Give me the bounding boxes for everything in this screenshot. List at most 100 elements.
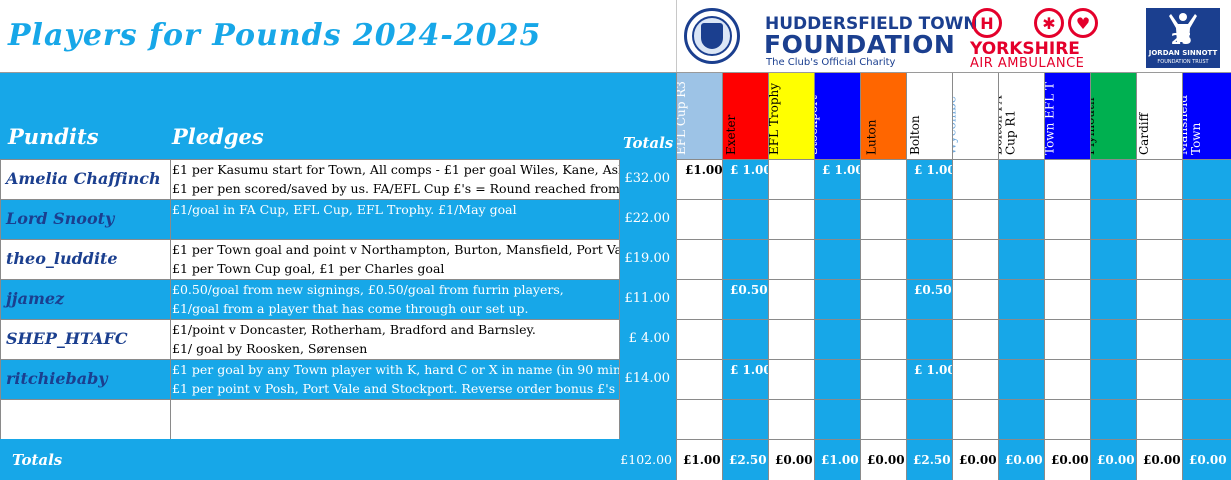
- column-divider: [722, 73, 723, 159]
- column-total-cell: £2.50: [906, 439, 952, 480]
- pledge-text: £1 per goal by any Town player with K, h…: [172, 360, 636, 398]
- column-total-value: £0.00: [867, 453, 905, 467]
- totals-row-label: Totals: [12, 451, 63, 469]
- pledge-total: £11.00: [619, 279, 676, 319]
- column-total-cell: £0.00: [1044, 439, 1090, 480]
- pledge-cell: [814, 359, 860, 399]
- pledge-total: [619, 399, 676, 439]
- pledge-cell: [1136, 199, 1182, 239]
- cell-divider: [170, 159, 171, 199]
- column-total-cell: £0.00: [860, 439, 906, 480]
- pledge-total: £32.00: [619, 159, 676, 199]
- pledge-cell: [952, 319, 998, 359]
- column-header-label: Luton: [864, 119, 879, 155]
- column-total-value: £1.00: [683, 453, 721, 467]
- pledge-cell: [1090, 279, 1136, 319]
- pledge-cell: [1044, 159, 1090, 199]
- htf-logo-line2: FOUNDATION: [764, 30, 956, 59]
- column-header-8: Bolton FA Cup R1: [998, 73, 1044, 159]
- pledge-line: [172, 219, 517, 238]
- pledge-line: £1/point v Doncaster, Rotherham, Bradfor…: [172, 322, 536, 337]
- pledge-line: £1/ goal by Roosken, Sørensen: [172, 341, 368, 356]
- pledge-cell: [860, 399, 906, 439]
- column-header-1: Man Citeh EFL Cup R3: [676, 73, 722, 159]
- pundit-name: jjamez: [6, 289, 65, 308]
- column-total-value: £0.00: [775, 453, 813, 467]
- column-total-value: £2.50: [913, 453, 951, 467]
- pledge-cell: [998, 199, 1044, 239]
- pledge-cell: [722, 199, 768, 239]
- column-header-5: Luton: [860, 73, 906, 159]
- column-total-value: £0.00: [1097, 453, 1135, 467]
- pledge-cell: [1182, 399, 1231, 439]
- pledge-cell: [1182, 359, 1231, 399]
- column-total-value: £0.00: [959, 453, 997, 467]
- table-header: [0, 73, 676, 159]
- htf-crest-logo: [684, 8, 740, 64]
- pundit-name: SHEP_HTAFC: [6, 329, 128, 348]
- column-total-cell: £0.00: [998, 439, 1044, 480]
- pledge-cell: [860, 319, 906, 359]
- column-header-4: Stockport: [814, 73, 860, 159]
- pledge-cell: £ 1.00: [906, 159, 956, 199]
- jst-line1: JORDAN SINNOTT: [1148, 49, 1218, 57]
- row-divider: [0, 279, 1231, 280]
- pledge-cell: [814, 279, 860, 319]
- column-divider: [768, 73, 769, 159]
- pledge-cell: [998, 399, 1044, 439]
- column-header-label: Cardiff: [1136, 112, 1151, 155]
- pledge-cell: [1136, 399, 1182, 439]
- pledge-cell: [906, 399, 952, 439]
- pledge-cell: [860, 359, 906, 399]
- pledge-cell: [676, 359, 722, 399]
- pledge-cell: £0.50: [906, 279, 952, 319]
- pledge-cell: [952, 239, 998, 279]
- page-title: Players for Pounds 2024-2025: [8, 18, 542, 53]
- column-total-cell: £0.00: [1182, 439, 1231, 480]
- column-total-cell: £0.00: [1090, 439, 1136, 480]
- htf-logo-line1: HUDDERSFIELD TOWN: [765, 14, 978, 34]
- table-row: [0, 239, 619, 279]
- column-header-label: Bolton FA Cup R1: [998, 95, 1018, 155]
- column-header-7: Wycombe: [952, 73, 998, 159]
- pledge-line: £1 per goal by any Town player with K, h…: [172, 362, 637, 377]
- pledge-value: £0.50: [730, 283, 768, 297]
- pledge-text: £1/point v Doncaster, Rotherham, Bradfor…: [172, 320, 536, 358]
- pledge-cell: [1090, 199, 1136, 239]
- title-divider: [0, 72, 1231, 73]
- pledge-cell: [1044, 199, 1090, 239]
- pledge-cell: £ 1.00: [906, 359, 956, 399]
- pledge-cell: [768, 159, 814, 199]
- pledge-cell: [906, 239, 952, 279]
- pledge-line: £0.50/goal from new signings, £0.50/goal…: [172, 282, 564, 297]
- pledge-line: £1 per Town Cup goal, £1 per Charles goa…: [172, 261, 445, 276]
- pledge-text: £0.50/goal from new signings, £0.50/goal…: [172, 280, 564, 318]
- pledge-total: £ 4.00: [619, 319, 676, 359]
- pledge-cell: [814, 399, 860, 439]
- pledge-cell: [1090, 159, 1136, 199]
- grand-total: £102.00: [620, 452, 672, 467]
- cell-divider: [0, 159, 1, 199]
- pledges-header: Pledges: [172, 124, 264, 149]
- pledge-text: £1 per Kasumu start for Town, All comps …: [172, 160, 661, 198]
- table-row: [0, 279, 619, 319]
- table-row: [0, 399, 619, 439]
- pledge-cell: [676, 239, 722, 279]
- yaa-logo-line2: AIR AMBULANCE: [970, 56, 1085, 71]
- row-divider: [0, 319, 1231, 320]
- column-divider: [998, 73, 999, 159]
- column-header-2: Exeter: [722, 73, 768, 159]
- row-divider: [0, 239, 1231, 240]
- cell-divider: [170, 319, 171, 359]
- htf-logo-tagline: The Club's Official Charity: [766, 57, 896, 68]
- cell-divider: [0, 199, 1, 239]
- column-total-value: £0.00: [1051, 453, 1089, 467]
- pledge-value: £ 1.00: [914, 163, 956, 177]
- pledge-cell: [1136, 239, 1182, 279]
- pledge-cell: [1090, 319, 1136, 359]
- pledge-cell: [860, 239, 906, 279]
- pledge-cell: £0.50: [722, 279, 768, 319]
- table-row: [0, 359, 619, 399]
- totals-header: Totals: [623, 134, 674, 152]
- pledge-cell: [998, 319, 1044, 359]
